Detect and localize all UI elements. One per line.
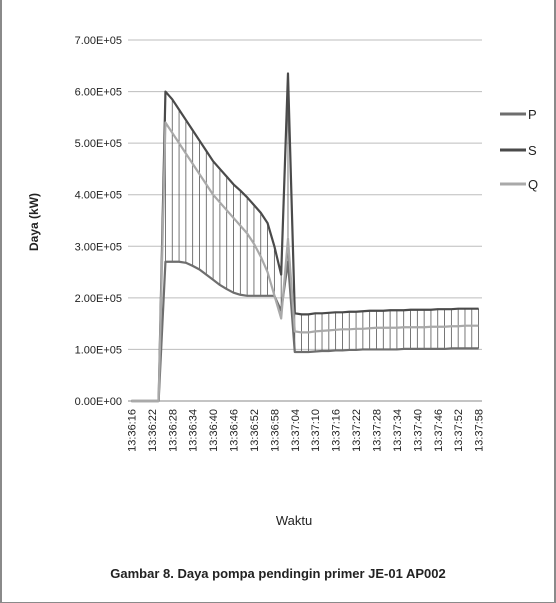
x-tick-label: 13:37:40 [412, 409, 424, 452]
y-axis-title: Daya (kW) [27, 193, 41, 251]
x-tick-label: 13:37:16 [331, 409, 343, 452]
y-tick-label: 6.00E+05 [75, 87, 122, 99]
legend-label-Q: Q [528, 177, 538, 192]
x-tick-label: 13:36:58 [269, 409, 281, 452]
x-tick-label: 13:36:52 [249, 409, 261, 452]
y-tick-label: 7.00E+05 [75, 35, 122, 47]
x-tick-label: 13:36:28 [167, 409, 179, 452]
x-tick-label: 13:36:34 [188, 409, 200, 452]
legend-label-S: S [528, 143, 537, 158]
series-lines [131, 72, 479, 403]
x-axis-title: Waktu [276, 513, 312, 528]
y-tick-label: 1.00E+05 [75, 344, 122, 356]
x-tick-label: 13:37:46 [433, 409, 445, 452]
x-tick-label: 13:36:22 [147, 409, 159, 452]
x-tick-labels: 13:36:16 13:36:22 13:36:28 13:36:34 13:36:40… [126, 409, 485, 452]
x-tick-label: 13:37:10 [310, 409, 322, 452]
x-tick-label: 13:36:16 [126, 409, 138, 452]
x-tick-label: 13:37:58 [474, 409, 486, 452]
x-tick-label: 13:36:46 [229, 409, 241, 452]
x-tick-label: 13:37:52 [453, 409, 465, 452]
series-line-Q [131, 121, 479, 403]
gridlines [128, 39, 482, 402]
y-tick-label: 2.00E+05 [75, 293, 122, 305]
y-tick-labels: 0.00E+00 1.00E+05 2.00E+05 3.00E+05 4.00E+05… [75, 35, 122, 408]
series-line-S [131, 72, 479, 403]
x-tick-label: 13:37:22 [351, 409, 363, 452]
figure-caption: Gambar 8. Daya pompa pendingin primer JE… [110, 566, 446, 581]
legend: P S Q [500, 107, 538, 192]
series-line-P [131, 260, 479, 403]
x-tick-label: 13:37:34 [392, 409, 404, 452]
x-tick-label: 13:36:40 [208, 409, 220, 452]
y-tick-label: 4.00E+05 [75, 190, 122, 202]
x-tick-label: 13:37:04 [290, 409, 302, 452]
y-tick-label: 0.00E+00 [75, 396, 122, 408]
x-tick-label: 13:37:28 [371, 409, 383, 452]
legend-label-P: P [528, 107, 537, 122]
power-chart: 0.00E+00 1.00E+05 2.00E+05 3.00E+05 4.00E+05… [27, 35, 538, 528]
y-tick-label: 5.00E+05 [75, 138, 122, 150]
y-tick-label: 3.00E+05 [75, 241, 122, 253]
